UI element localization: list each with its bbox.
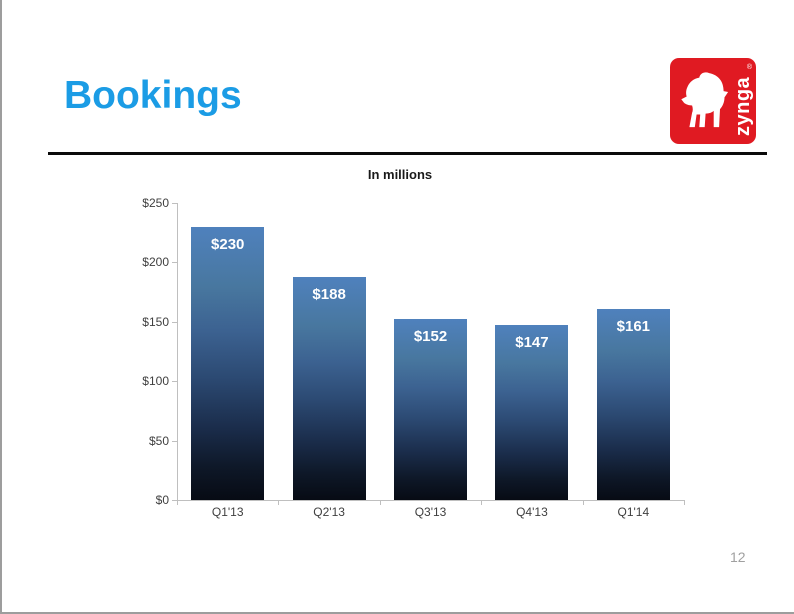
x-axis-category-label: Q3'13 — [414, 505, 447, 519]
bar-chart-plot-area: $230 $188 $152 $147 $161 — [177, 203, 684, 500]
y-axis-tick-label: $0 — [155, 493, 169, 507]
x-axis-tick-mark — [582, 500, 584, 505]
bar-Q3'13: $152 — [394, 319, 468, 500]
y-axis-tick-mark — [172, 203, 177, 204]
title-divider-line — [48, 152, 767, 155]
y-axis-tick-mark — [172, 440, 177, 442]
page-title: Bookings — [64, 74, 242, 117]
bar-value-label: $152 — [413, 328, 448, 345]
x-axis-tick-mark — [481, 500, 483, 505]
bar-value-label: $230 — [211, 236, 245, 253]
page-number: 12 — [730, 549, 746, 565]
zynga-logo-wordmark: zynga — [732, 76, 754, 136]
chart-title: In millions — [367, 167, 433, 182]
x-axis-labels: Q1'13 Q2'13 Q3'13 Q4'13 Q1'14 — [177, 505, 684, 519]
x-axis-tick-mark — [278, 500, 280, 505]
zynga-logo: zynga ® — [670, 58, 756, 144]
y-axis-tick-label: $100 — [142, 374, 169, 389]
registered-trademark-symbol: ® — [746, 64, 752, 71]
bar-Q2'13: $188 — [292, 277, 366, 500]
bar-slot: $230 — [177, 203, 278, 500]
x-axis-tick-mark — [684, 500, 685, 505]
y-axis-tick-label: $200 — [142, 255, 169, 270]
y-axis-tick-label: $250 — [142, 196, 169, 210]
bar-value-label: $161 — [616, 318, 651, 335]
zynga-dog-icon — [681, 72, 729, 128]
x-axis-category-label: Q1'13 — [211, 505, 244, 519]
bar-slot: $161 — [583, 203, 684, 500]
y-axis-line — [177, 203, 178, 500]
x-axis-tick-mark — [379, 500, 381, 505]
y-axis-tick-mark — [172, 381, 177, 383]
y-axis-tick-mark — [172, 262, 177, 264]
x-axis-category-label: Q2'13 — [313, 505, 345, 519]
bar-Q1'13: $230 — [191, 227, 265, 500]
y-axis-tick-label: $50 — [148, 433, 169, 448]
x-axis-line — [173, 500, 685, 501]
y-axis-tick-label: $150 — [142, 314, 169, 329]
bar-value-label: $188 — [312, 286, 346, 303]
x-axis-category-label: Q4'13 — [516, 505, 548, 519]
y-axis-tick-mark — [172, 321, 177, 323]
x-axis-tick-mark — [177, 500, 178, 505]
x-axis-category-label: Q1'14 — [617, 505, 650, 519]
bar-value-label: $147 — [515, 334, 549, 351]
bar-Q4'13: $147 — [495, 325, 569, 500]
bar-Q1'14: $161 — [596, 309, 670, 500]
bar-slot: $188 — [278, 203, 379, 500]
bar-slot: $147 — [481, 203, 582, 500]
bar-slot: $152 — [380, 203, 481, 500]
y-axis-tick-mark — [172, 500, 177, 501]
